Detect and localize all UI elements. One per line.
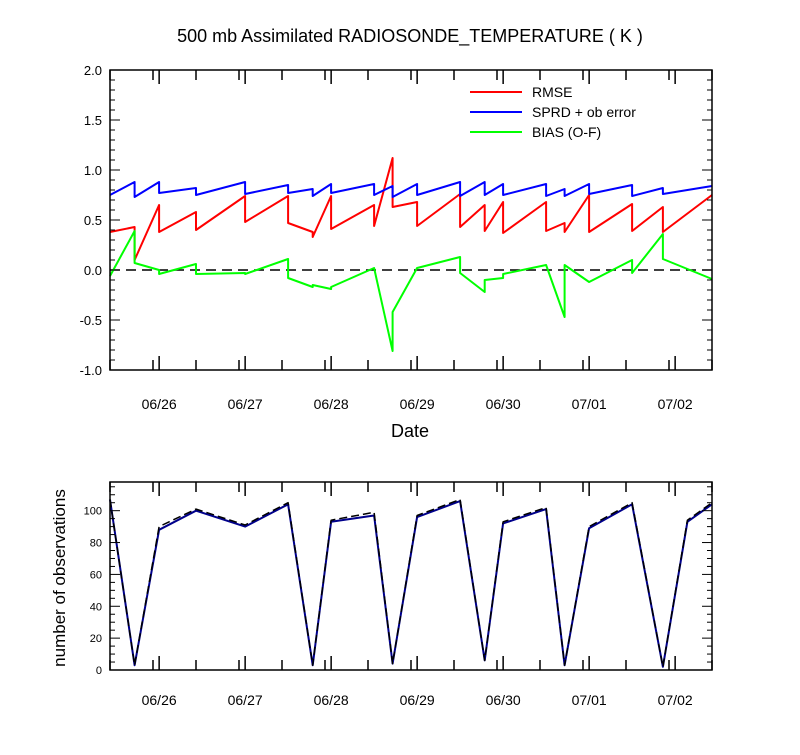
y-tick-label: 0 — [96, 665, 102, 677]
bottom-y-axis: 100 80 60 40 20 0 — [84, 486, 712, 677]
legend-bias-label: BIAS (O-F) — [532, 124, 601, 140]
chart-title: 500 mb Assimilated RADIOSONDE_TEMPERATUR… — [177, 26, 643, 47]
y-axis-label-observations: number of observations — [50, 489, 69, 667]
obs-line-dashed — [109, 498, 713, 668]
x-tick-label: 06/27 — [228, 396, 263, 412]
x-tick-label: 06/30 — [486, 396, 521, 412]
obs-line-solid — [109, 499, 713, 668]
y-tick-label: 0.5 — [84, 213, 102, 228]
x-tick-label: 07/01 — [572, 396, 607, 412]
y-tick-label: 40 — [90, 601, 102, 613]
series-line-bias-o-f — [109, 230, 713, 352]
x-tick-label: 06/28 — [314, 396, 349, 412]
x-axis-label: Date — [391, 421, 429, 441]
y-tick-label: 2.0 — [84, 63, 102, 78]
y-tick-label: 80 — [90, 538, 102, 550]
x-tick-label: 06/28 — [314, 692, 349, 708]
bottom-x-axis: 06/26 06/27 06/28 06/29 06/30 07/01 07/02 — [109, 482, 713, 708]
y-tick-label: 60 — [90, 569, 102, 581]
top-y-axis: 2.0 1.5 1.0 0.5 0.0 -0.5 -1.0 — [80, 63, 712, 378]
x-tick-label: 06/26 — [142, 396, 177, 412]
x-tick-label: 06/26 — [142, 692, 177, 708]
legend-sprd-label: SPRD + ob error — [532, 104, 636, 120]
top-x-axis: 06/26 06/27 06/28 06/29 06/30 07/01 07/02 — [109, 70, 713, 412]
legend: RMSE SPRD + ob error BIAS (O-F) — [470, 84, 636, 140]
x-tick-label: 06/27 — [228, 692, 263, 708]
legend-rmse-label: RMSE — [532, 84, 572, 100]
x-tick-label: 06/30 — [486, 692, 521, 708]
x-tick-label: 06/29 — [400, 692, 435, 708]
y-tick-label: 20 — [90, 633, 102, 645]
x-tick-label: 07/01 — [572, 692, 607, 708]
x-tick-label: 07/02 — [658, 396, 693, 412]
series-line-sprd-ob-error — [109, 181, 713, 198]
bottom-series-group — [109, 498, 713, 668]
y-tick-label: -1.0 — [80, 363, 102, 378]
y-tick-label: -0.5 — [80, 313, 102, 328]
top-series-group — [109, 157, 713, 352]
y-tick-label: 0.0 — [84, 263, 102, 278]
x-tick-label: 07/02 — [658, 692, 693, 708]
x-tick-label: 06/29 — [400, 396, 435, 412]
series-line-rmse — [109, 157, 713, 261]
y-tick-label: 1.0 — [84, 163, 102, 178]
y-tick-label: 1.5 — [84, 113, 102, 128]
y-tick-label: 100 — [84, 506, 102, 518]
